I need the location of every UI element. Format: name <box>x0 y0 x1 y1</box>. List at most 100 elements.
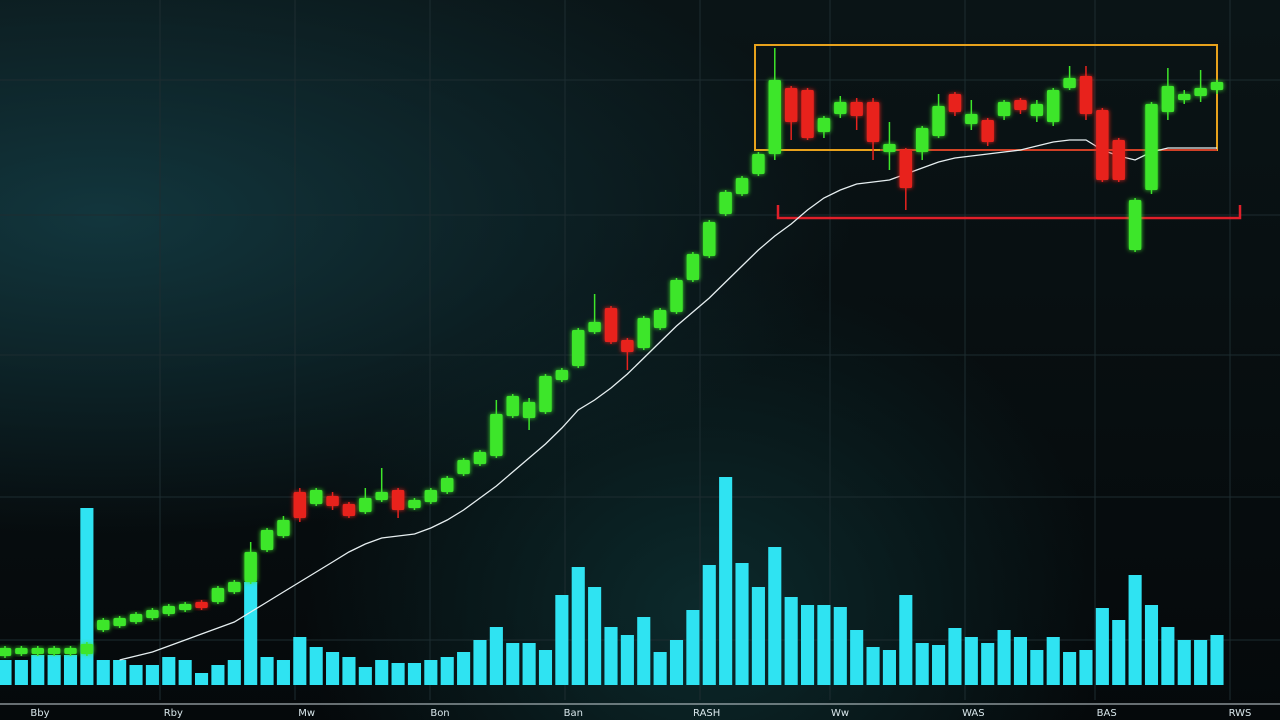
candle-body <box>260 530 274 550</box>
candle-body <box>817 118 831 132</box>
candle-body <box>342 504 356 516</box>
volume-bar <box>817 605 831 685</box>
volume-bar <box>178 660 192 685</box>
volume-bar <box>833 607 847 685</box>
volume-bar <box>113 660 127 685</box>
candle-body <box>473 452 487 464</box>
volume-bar <box>440 657 454 685</box>
candle-body <box>703 222 716 256</box>
volume-bar <box>800 605 815 685</box>
volume-bar <box>457 652 471 685</box>
volume-bar <box>932 645 946 685</box>
candle-body <box>97 620 110 630</box>
candle-body <box>719 192 732 214</box>
volume-bar <box>850 630 864 685</box>
volume-bar <box>538 650 553 685</box>
volume-bar <box>1079 650 1093 685</box>
volume-bar <box>227 660 241 685</box>
volume-bar <box>145 665 159 685</box>
x-label: Ban <box>564 708 583 719</box>
volume-bar <box>1063 652 1077 685</box>
volume-bar <box>1046 637 1060 685</box>
candle-body <box>834 102 847 114</box>
volume-bar <box>620 635 634 685</box>
candle-body <box>670 280 683 312</box>
volume-bar <box>194 673 209 685</box>
volume-bar <box>489 627 503 685</box>
volume-bar <box>391 663 405 685</box>
candle-body <box>1014 100 1027 110</box>
volume-bar <box>1013 637 1028 685</box>
candle-body <box>653 310 667 328</box>
volume-bar <box>473 640 487 685</box>
candle-body <box>588 322 601 332</box>
candle-body <box>768 80 782 154</box>
volume-bar <box>424 660 438 685</box>
candle-body <box>228 582 241 592</box>
volume-bar <box>1161 627 1175 685</box>
volume-bar <box>784 597 798 685</box>
volume-bar <box>1128 575 1142 685</box>
candle-body <box>0 648 12 656</box>
candle-body <box>899 150 913 188</box>
volume-bar <box>407 663 422 685</box>
volume-layer <box>0 477 1224 685</box>
volume-bar <box>47 655 61 685</box>
volume-bar <box>326 652 340 685</box>
candle-layer <box>0 48 1224 658</box>
volume-bar <box>96 660 110 685</box>
x-label: Ww <box>831 708 849 719</box>
volume-bar <box>981 643 995 685</box>
candle-body <box>604 308 618 342</box>
candle-body <box>457 460 470 474</box>
volume-bar <box>899 595 913 685</box>
x-label: WAS <box>962 708 985 719</box>
candle-body <box>391 490 405 510</box>
volume-bar <box>293 637 307 685</box>
candle-body <box>735 178 749 194</box>
volume-bar <box>768 547 782 685</box>
volume-bar <box>686 610 700 685</box>
candle-body <box>1030 104 1044 116</box>
x-label: Mw <box>298 708 315 719</box>
candle-body <box>1046 90 1060 122</box>
candle-body <box>80 644 94 654</box>
candle-body <box>490 414 503 456</box>
volume-bar <box>522 643 536 685</box>
volume-bar <box>1144 605 1159 685</box>
candle-body <box>801 90 814 138</box>
candle-body <box>375 492 388 500</box>
volume-bar <box>14 660 28 685</box>
volume-bar <box>915 643 929 685</box>
candle-body <box>932 106 945 136</box>
volume-bar <box>80 508 94 685</box>
volume-bar <box>997 630 1011 685</box>
ma-layer <box>119 139 1217 661</box>
x-label: Bby <box>30 708 49 719</box>
candle-body <box>195 602 208 608</box>
candle-body <box>244 552 257 582</box>
moving-average <box>119 139 1217 661</box>
candle-body <box>555 370 569 380</box>
candle-body <box>621 340 634 352</box>
candle-body <box>211 588 225 602</box>
candle-body <box>850 102 863 116</box>
candle-body <box>293 492 307 518</box>
volume-bar <box>342 657 356 685</box>
volume-bar <box>555 595 569 685</box>
volume-bar <box>375 660 389 685</box>
support-line <box>776 205 1242 220</box>
volume-bar <box>637 617 651 685</box>
candle-body <box>64 648 77 654</box>
volume-bar <box>866 647 880 685</box>
volume-bar <box>1177 640 1191 685</box>
candle-body <box>359 498 372 512</box>
volume-bar <box>588 587 602 685</box>
volume-bar <box>735 563 749 685</box>
candle-body <box>31 648 44 654</box>
volume-bar <box>309 647 323 685</box>
x-label: RWS <box>1229 708 1252 719</box>
volume-bar <box>0 660 12 685</box>
candle-body <box>948 94 962 112</box>
